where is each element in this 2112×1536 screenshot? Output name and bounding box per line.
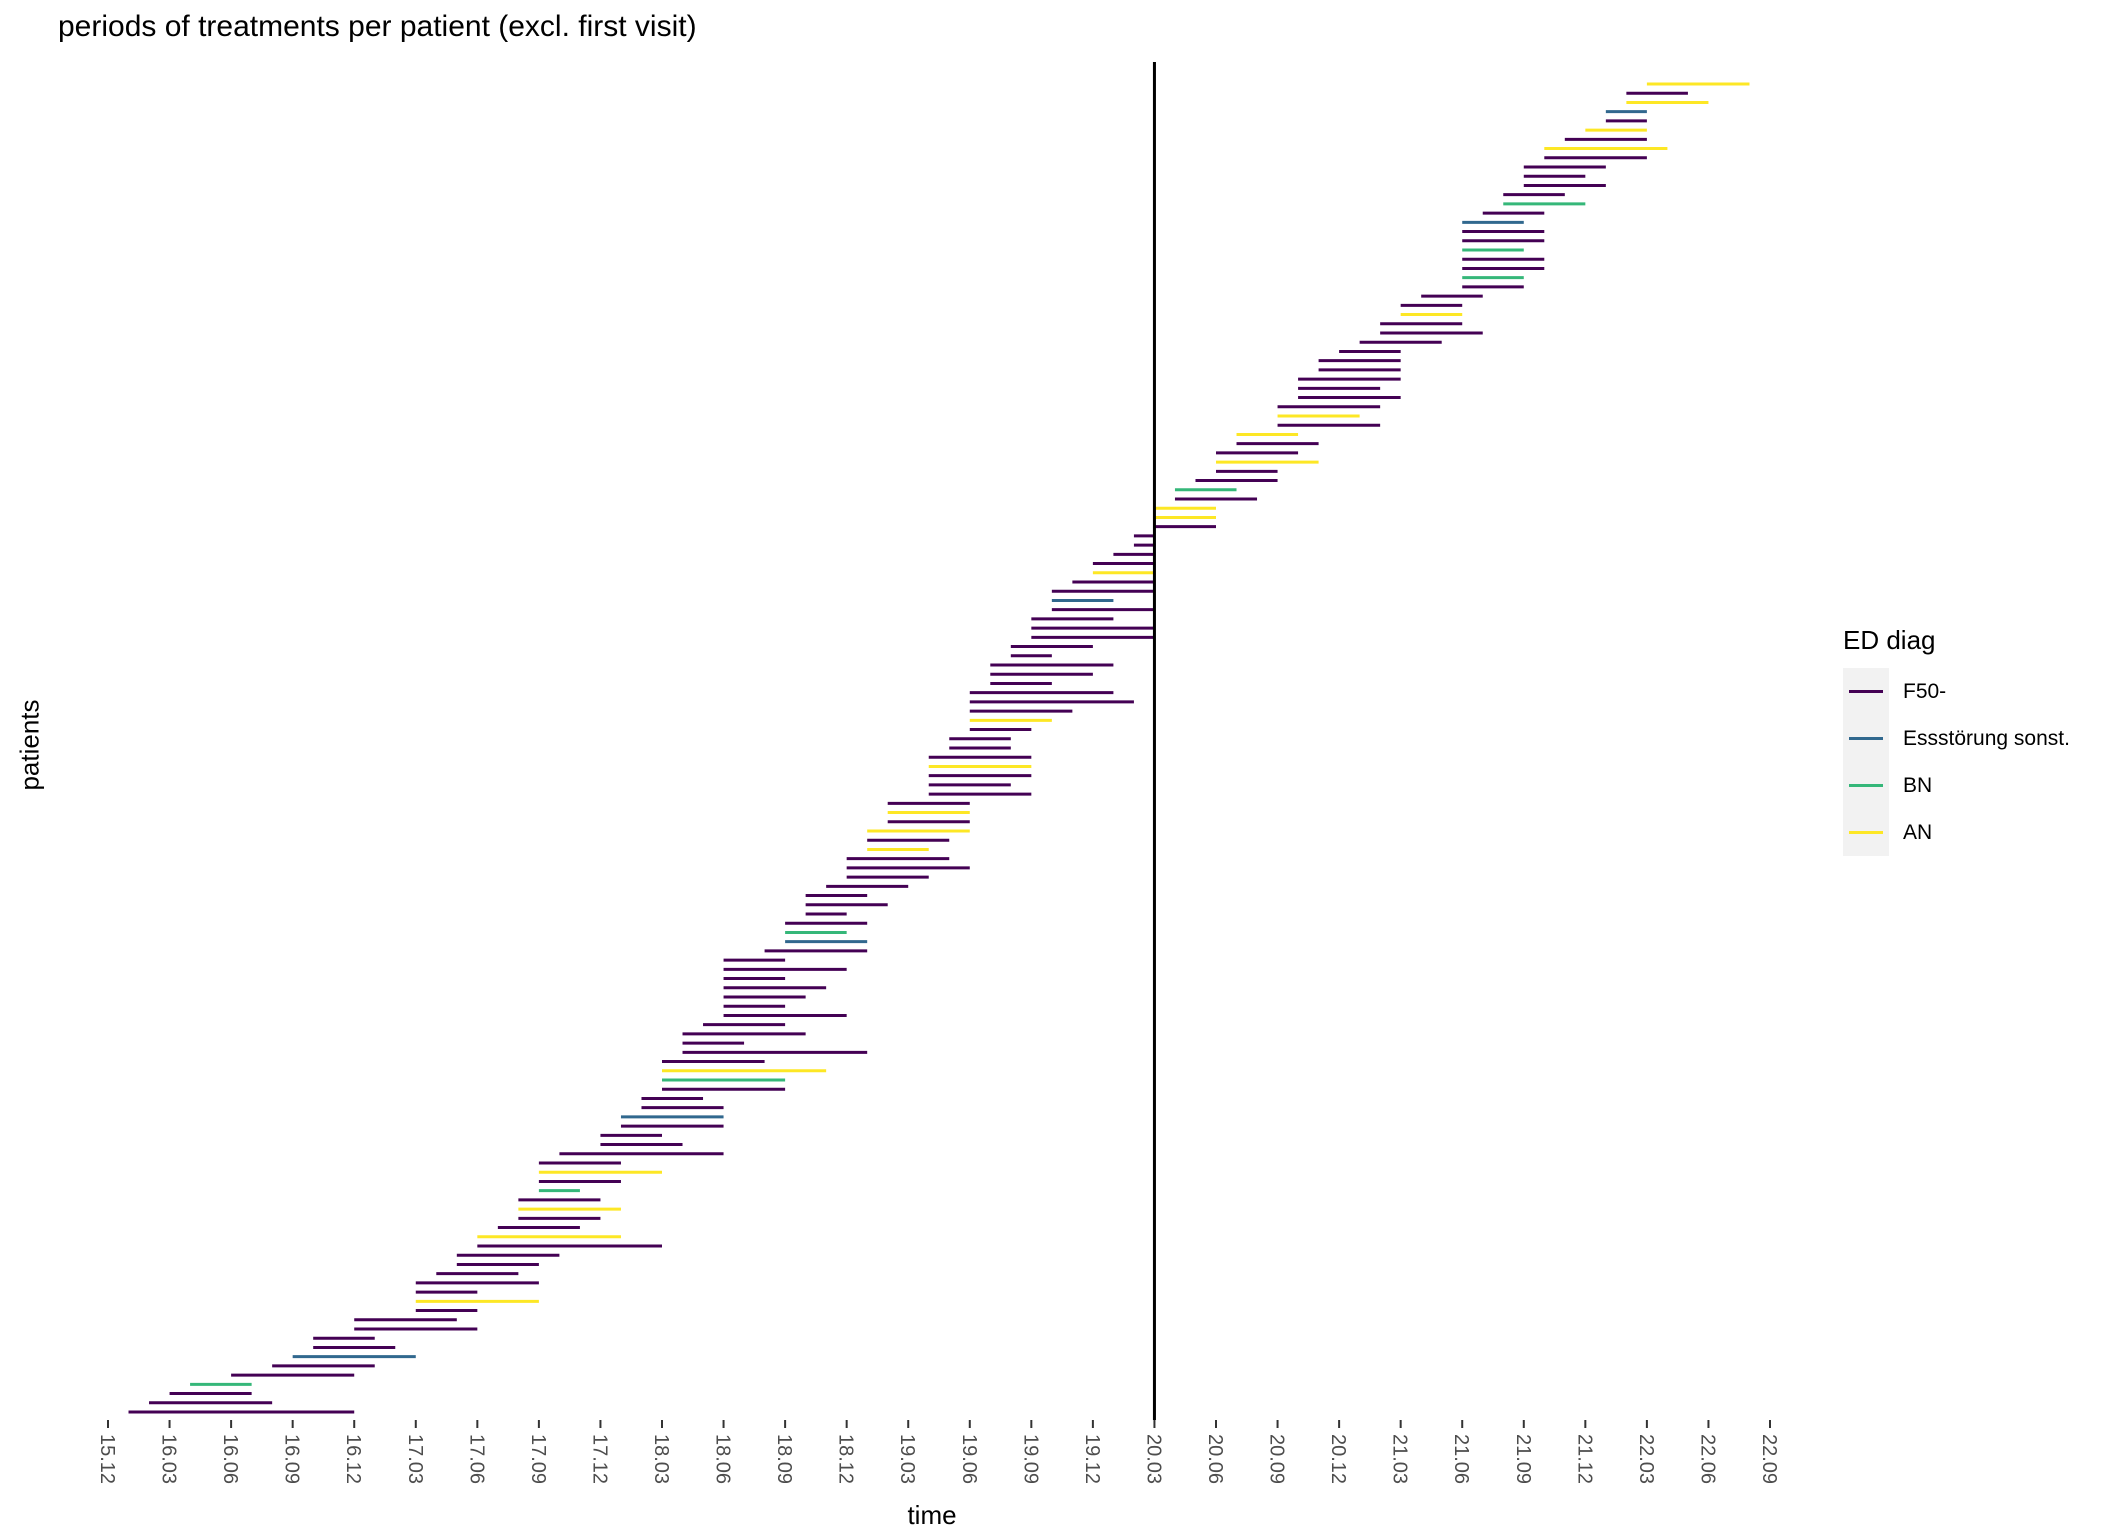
x-tick-label: 21.03 [1389, 1434, 1411, 1484]
x-tick-label: 22.06 [1696, 1434, 1718, 1484]
x-tick-label: 22.03 [1635, 1434, 1657, 1484]
periods-layer [128, 82, 1750, 1414]
x-tick-label: 20.09 [1266, 1434, 1288, 1484]
legend: ED diag F50- Essstörung sonst. BN AN [1843, 625, 2070, 856]
x-tick-label: 19.09 [1019, 1434, 1041, 1484]
legend-title: ED diag [1843, 625, 1936, 655]
x-tick-label: 16.12 [342, 1434, 364, 1484]
legend-key-essstoerung [1843, 715, 1889, 762]
x-tick-label: 19.06 [958, 1434, 980, 1484]
legend-key-f50 [1843, 668, 1889, 715]
x-tick-label: 20.06 [1204, 1434, 1226, 1484]
x-tick-label: 22.09 [1758, 1434, 1780, 1484]
x-tick-label: 16.06 [219, 1434, 241, 1484]
x-axis-label: time [907, 1500, 957, 1530]
x-tick-label: 21.09 [1512, 1434, 1534, 1484]
x-tick-label: 21.06 [1450, 1434, 1472, 1484]
x-tick-label: 18.09 [773, 1434, 795, 1484]
chart-title: periods of treatments per patient (excl.… [58, 10, 697, 43]
legend-key-bn [1843, 762, 1889, 809]
x-tick-label: 16.09 [281, 1434, 303, 1484]
x-tick-label: 17.03 [404, 1434, 426, 1484]
x-axis: 15.12 16.03 16.06 16.09 16.12 17.03 17.06 17.09… [96, 1420, 1780, 1484]
legend-label-f50: F50- [1903, 679, 1947, 703]
legend-item-essstoerung: Essstörung sonst. [1843, 715, 2070, 762]
x-tick-label: 17.12 [588, 1434, 610, 1484]
x-tick-label: 21.12 [1573, 1434, 1595, 1484]
legend-key-an [1843, 809, 1889, 856]
legend-label-an: AN [1903, 820, 1933, 844]
legend-item-f50: F50- [1843, 668, 2070, 715]
x-tick-label: 19.03 [896, 1434, 918, 1484]
x-tick-label: 17.06 [465, 1434, 487, 1484]
x-tick-label: 18.06 [712, 1434, 734, 1484]
x-tick-label: 15.12 [96, 1434, 118, 1484]
x-tick-label: 18.12 [835, 1434, 857, 1484]
legend-item-an: AN [1843, 809, 2070, 856]
x-tick-label: 19.12 [1081, 1434, 1103, 1484]
legend-label-essstoerung: Essstörung sonst. [1903, 726, 2070, 750]
x-tick-label: 20.03 [1142, 1434, 1164, 1484]
x-tick-label: 16.03 [158, 1434, 180, 1484]
x-tick-label: 20.12 [1327, 1434, 1349, 1484]
legend-label-bn: BN [1903, 773, 1933, 797]
x-tick-label: 17.09 [527, 1434, 549, 1484]
legend-item-bn: BN [1843, 762, 2070, 809]
x-tick-label: 18.03 [650, 1434, 672, 1484]
